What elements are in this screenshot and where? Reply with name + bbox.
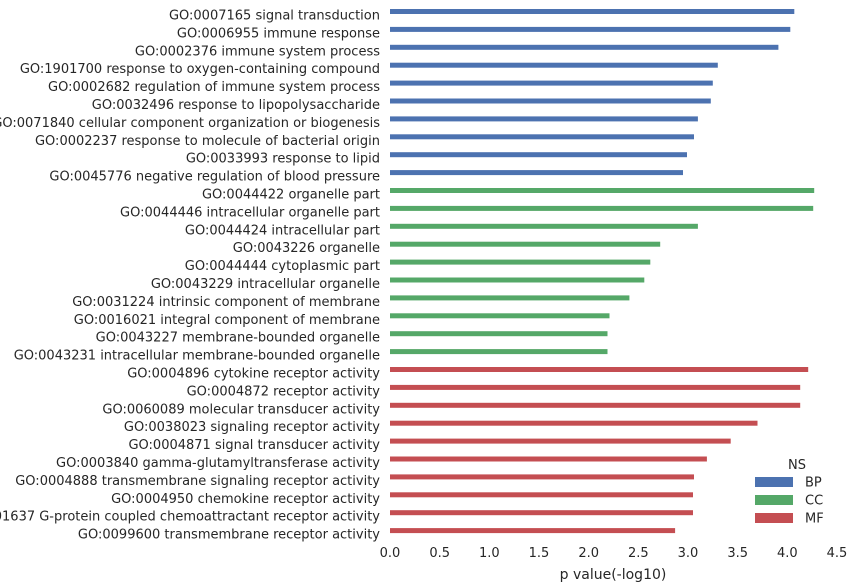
category-label: GO:0045776 negative regulation of blood …	[49, 170, 380, 185]
category-label: GO:0044424 intracellular part	[185, 223, 380, 238]
category-label: GO:0002376 immune system process	[135, 44, 380, 59]
category-label: GO:0006955 immune response	[177, 26, 380, 41]
category-label: GO:0004872 receptor activity	[187, 384, 381, 399]
legend-title: NS	[788, 458, 806, 473]
legend-swatch-mf	[755, 513, 793, 523]
category-label: GO:0033993 response to lipid	[186, 152, 380, 167]
bar-bp-6	[390, 98, 711, 104]
bar-cc-3	[390, 223, 698, 229]
category-label: GO:1901700 response to oxygen-containing…	[20, 62, 380, 77]
legend-label-cc: CC	[805, 494, 823, 509]
category-label: GO:0043226 organelle	[233, 241, 380, 256]
category-label: GO:0043231 intracellular membrane-bounde…	[14, 349, 380, 364]
bars-layer	[390, 9, 815, 534]
x-tick-label: 0.5	[429, 546, 450, 561]
category-label: GO:0099600 transmembrane receptor activi…	[78, 528, 380, 543]
legend-items: BP CC MF	[755, 476, 824, 527]
bar-bp-9	[390, 152, 687, 158]
category-label: GO:0060089 molecular transducer activity	[102, 402, 380, 417]
bar-bp-8	[390, 134, 694, 140]
bar-bp-7	[390, 116, 698, 122]
category-label: GO:0044422 organelle part	[202, 188, 380, 203]
category-label: GO:0002237 response to molecule of bacte…	[35, 134, 380, 149]
category-label: GO:0031224 intrinsic component of membra…	[72, 295, 380, 310]
bar-cc-1	[390, 188, 815, 193]
bar-mf-8	[390, 492, 693, 498]
bar-mf-10	[390, 528, 676, 534]
legend: NS BP CC MF	[755, 458, 824, 527]
bar-mf-9	[390, 510, 693, 516]
category-label: GO:0007165 signal transduction	[169, 9, 380, 24]
category-label: GO:0004888 transmembrane signaling recep…	[15, 474, 380, 489]
category-label: GO:0043227 membrane-bounded organelle	[96, 331, 380, 346]
x-tick-label: 2.0	[578, 546, 599, 561]
x-tick-label: 1.5	[529, 546, 550, 561]
x-tick-label: 2.5	[628, 546, 649, 561]
category-label: GO:0002682 regulation of immune system p…	[48, 80, 380, 95]
bar-cc-2	[390, 205, 814, 211]
bar-bp-4	[390, 62, 718, 68]
bar-cc-5	[390, 259, 651, 265]
legend-swatch-bp	[755, 477, 793, 487]
bar-mf-3	[390, 402, 801, 408]
x-tick-label: 3.5	[727, 546, 748, 561]
bar-cc-6	[390, 277, 645, 283]
x-tick-label: 4.0	[777, 546, 798, 561]
bar-bp-10	[390, 170, 683, 176]
x-tick-label: 1.0	[479, 546, 500, 561]
category-label: GO:0004950 chemokine receptor activity	[111, 492, 380, 507]
bar-cc-7	[390, 295, 630, 301]
x-axis-ticks: 0.0 0.5 1.0 1.5 2.0 2.5 3.0 3.5 4.0 4.5	[380, 546, 848, 561]
bar-bp-2	[390, 26, 791, 32]
bar-cc-10	[390, 349, 608, 355]
x-tick-label: 4.5	[827, 546, 848, 561]
x-tick-label: 3.0	[678, 546, 699, 561]
category-label: GO:0001637 G-protein coupled chemoattrac…	[0, 510, 380, 525]
bar-mf-5	[390, 438, 731, 444]
x-axis-title: p value(-log10)	[560, 567, 667, 583]
category-label: GO:0043229 intracellular organelle	[151, 277, 380, 292]
bar-mf-7	[390, 474, 694, 480]
category-label: GO:0038023 signaling receptor activity	[124, 420, 380, 435]
category-label: GO:0071840 cellular component organizati…	[0, 116, 380, 131]
category-label: GO:0016021 integral component of membran…	[74, 313, 380, 328]
bar-mf-4	[390, 420, 758, 426]
category-label: GO:0004896 cytokine receptor activity	[127, 367, 380, 382]
legend-label-bp: BP	[805, 476, 822, 491]
bar-bp-1	[390, 9, 795, 14]
bar-mf-2	[390, 384, 801, 390]
bar-cc-9	[390, 331, 608, 337]
category-label: GO:0004871 signal transducer activity	[128, 438, 380, 453]
legend-swatch-cc	[755, 495, 793, 505]
category-labels: GO:0007165 signal transduction GO:0006955…	[0, 9, 380, 543]
bar-bp-5	[390, 80, 713, 86]
bar-mf-6	[390, 456, 707, 462]
category-label: GO:0044444 cytoplasmic part	[185, 259, 380, 274]
bar-bp-3	[390, 44, 779, 50]
bar-cc-8	[390, 313, 610, 319]
category-label: GO:0032496 response to lipopolysaccharid…	[92, 98, 380, 113]
category-label: GO:0003840 gamma-glutamyltransferase act…	[56, 456, 380, 471]
legend-label-mf: MF	[805, 512, 824, 527]
bar-mf-1	[390, 367, 809, 372]
category-label: GO:0044446 intracellular organelle part	[120, 205, 380, 220]
bar-cc-4	[390, 241, 661, 247]
x-tick-label: 0.0	[380, 546, 401, 561]
